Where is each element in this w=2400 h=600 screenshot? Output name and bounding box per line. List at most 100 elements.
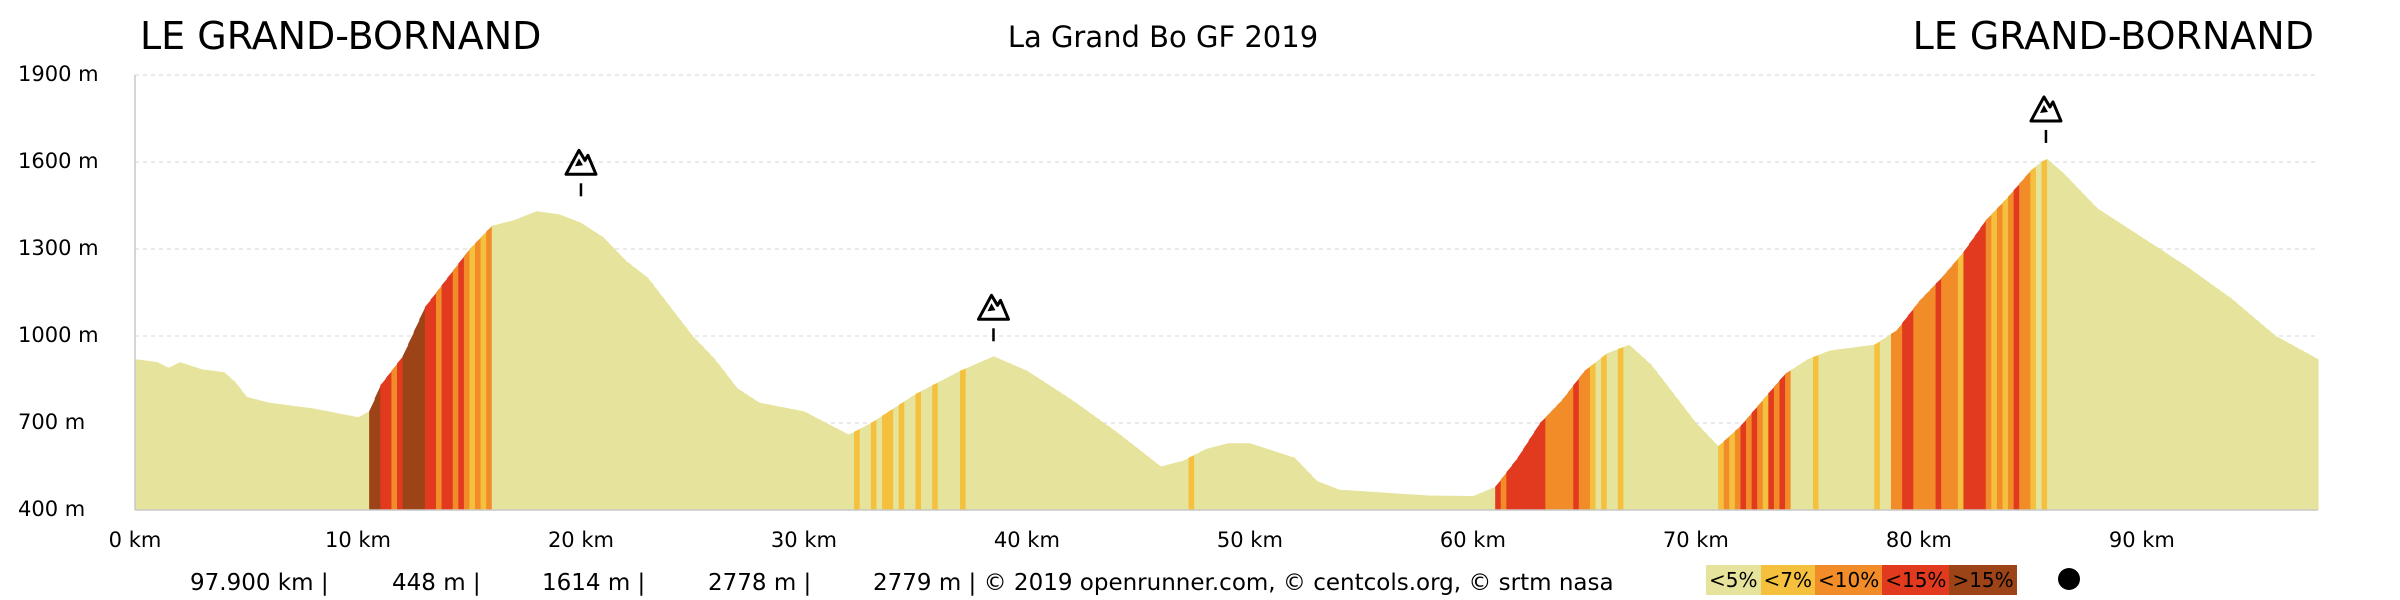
- gradient-legend: <5% <7% <10% <15% >15%: [1706, 565, 2017, 595]
- profile-segment: [1868, 344, 1875, 510]
- profile-segment: [1038, 378, 1045, 510]
- profile-segment: [698, 341, 705, 510]
- profile-segment: [592, 230, 599, 510]
- profile-segment: [475, 237, 482, 510]
- profile-segment: [2013, 183, 2020, 510]
- profile-segment: [2108, 215, 2115, 510]
- profile-segment: [2292, 345, 2299, 510]
- profile-segment: [653, 285, 660, 510]
- profile-segment: [1913, 301, 1920, 510]
- profile-segment: [1846, 347, 1853, 510]
- profile-segment: [268, 402, 275, 510]
- profile-segment: [898, 401, 905, 510]
- profile-segment: [1863, 345, 1870, 510]
- profile-segment: [608, 243, 616, 510]
- profile-segment: [2097, 208, 2104, 510]
- x-tick-label: 40 km: [993, 528, 1060, 552]
- profile-segment: [815, 417, 822, 510]
- profile-segment: [1472, 493, 1480, 510]
- profile-segment: [714, 359, 721, 510]
- profile-segment: [2074, 185, 2082, 510]
- profile-segment: [530, 211, 537, 511]
- profile-segment: [263, 401, 270, 510]
- legend-item: >15%: [1949, 565, 2017, 595]
- profile-segment: [307, 407, 314, 510]
- profile-segment: [1952, 258, 1959, 510]
- profile-segment: [675, 314, 682, 510]
- x-tick-label: 60 km: [1439, 528, 1506, 552]
- profile-segment: [1707, 434, 1714, 510]
- x-tick-label: 30 km: [770, 528, 837, 552]
- y-tick-label: 1000 m: [18, 323, 99, 347]
- profile-segment: [2008, 190, 2015, 510]
- profile-segment: [948, 373, 956, 510]
- profile-segment: [1829, 349, 1836, 510]
- legend-item: <5%: [1706, 565, 1761, 595]
- profile-segment: [1634, 349, 1641, 510]
- profile-segment: [1155, 462, 1162, 510]
- profile-segment: [1668, 386, 1675, 510]
- profile-segment: [2281, 339, 2288, 510]
- profile-segment: [1656, 372, 1664, 510]
- profile-segment: [491, 224, 498, 510]
- profile-segment: [932, 382, 939, 510]
- profile-segment: [575, 220, 582, 510]
- profile-segment: [430, 292, 437, 510]
- profile-segment: [2047, 158, 2054, 510]
- profile-segment: [2041, 158, 2048, 510]
- profile-segment: [909, 394, 917, 510]
- profile-segment: [2258, 321, 2266, 510]
- profile-segment: [486, 225, 493, 511]
- profile-segment: [2024, 170, 2031, 510]
- profile-segment: [1026, 370, 1034, 510]
- y-tick-label: 1900 m: [18, 62, 99, 86]
- profile-segment: [1902, 315, 1909, 510]
- profile-segment: [2102, 212, 2109, 510]
- profile-segment: [1339, 489, 1346, 510]
- profile-segment: [369, 398, 376, 510]
- climb-markers: [564, 95, 2063, 342]
- profile-segment: [748, 395, 755, 510]
- mountain-snow: [987, 303, 996, 312]
- profile-segment: [1366, 491, 1374, 510]
- profile-segment: [887, 408, 894, 510]
- profile-segment: [1851, 346, 1859, 510]
- profile-segment: [781, 407, 788, 510]
- elevation-area: [135, 158, 2319, 511]
- profile-segment: [2314, 357, 2319, 510]
- profile-segment: [1573, 378, 1580, 510]
- profile-segment: [776, 405, 783, 510]
- profile-segment: [2247, 312, 2254, 510]
- profile-segment: [1511, 457, 1519, 510]
- profile-segment: [1255, 445, 1262, 510]
- profile-segment: [809, 414, 816, 510]
- profile-segment: [837, 428, 844, 510]
- profile-segment: [374, 385, 381, 510]
- profile-segment: [564, 216, 571, 510]
- profile-segment: [1450, 495, 1457, 510]
- profile-segment: [1729, 430, 1736, 510]
- summit-icon: [976, 293, 1010, 342]
- profile-segment: [664, 299, 671, 510]
- profile-segment: [213, 370, 220, 510]
- profile-segment: [987, 356, 995, 510]
- profile-segment: [1718, 441, 1725, 510]
- profile-segment: [402, 343, 409, 510]
- profile-segment: [1177, 460, 1184, 510]
- profile-segment: [541, 212, 549, 510]
- mountain-shape: [564, 148, 598, 176]
- profile-segment: [2158, 248, 2165, 510]
- profile-segment: [1110, 427, 1117, 510]
- profile-segment: [759, 402, 766, 510]
- profile-segment: [1840, 348, 1847, 510]
- profile-segment: [1049, 385, 1056, 510]
- profile-segment: [536, 211, 543, 511]
- profile-segment: [636, 269, 643, 510]
- profile-segment: [1628, 344, 1636, 510]
- x-tick-label: 70 km: [1662, 528, 1729, 552]
- profile-segment: [1311, 475, 1318, 510]
- profile-segment: [146, 360, 153, 510]
- profile-segment: [1528, 431, 1535, 510]
- profile-segment: [1166, 463, 1173, 510]
- profile-segment: [770, 404, 777, 510]
